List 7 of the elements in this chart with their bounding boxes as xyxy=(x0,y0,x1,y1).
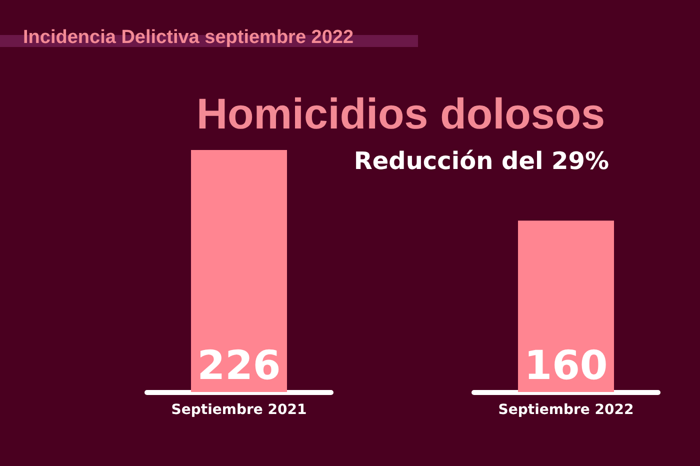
x-tick-label: Septiembre 2021 xyxy=(171,402,307,418)
chart-title: Homicidios dolosos xyxy=(196,90,606,138)
data-label: 160 xyxy=(524,343,608,389)
x-tick-label: Septiembre 2022 xyxy=(498,402,634,418)
text: Incidencia Delictiva septiembre 2022 xyxy=(23,27,354,48)
data-label: 226 xyxy=(197,343,281,389)
chart-subtitle: Reducción del 29% xyxy=(354,147,610,175)
